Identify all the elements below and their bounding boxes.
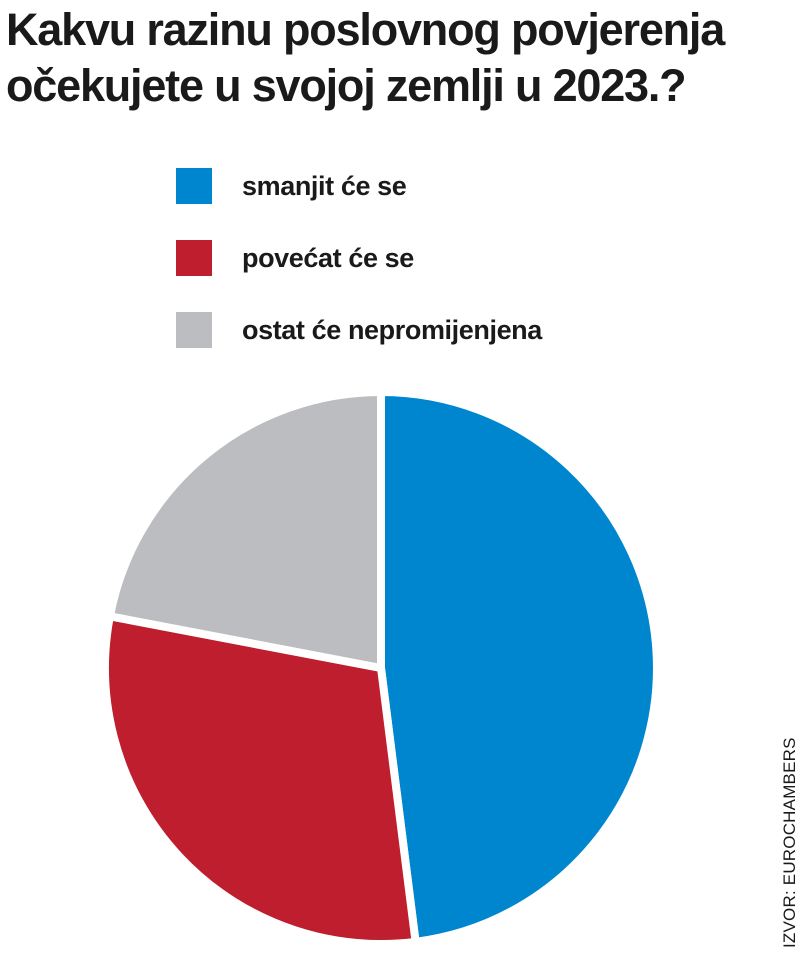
chart-title-line-2: očekujete u svojoj zemlji u 2023.? (6, 60, 687, 111)
legend-swatch-smanjit (176, 168, 212, 204)
source-credit: IZVOR: EUROCHAMBERS (780, 737, 799, 948)
legend: smanjit će se povećat će se ostat će nep… (176, 162, 542, 378)
pie-slice-smanjit-ce-se (377, 388, 661, 946)
pie-slice-povecat-ce-se (101, 612, 420, 948)
legend-label-povecat: povećat će se (242, 242, 414, 273)
pie-slice-ostat-ce-nepromijenjena (105, 388, 385, 672)
chart-title-line-1: Kakvu razinu poslovnog povjerenja (6, 4, 725, 55)
legend-item-povecat: povećat će se (176, 234, 542, 282)
chart-title: Kakvu razinu poslovnog povjerenja očekuj… (6, 2, 796, 114)
legend-item-ostat: ostat će nepromijenjena (176, 306, 542, 354)
legend-swatch-povecat (176, 240, 212, 276)
legend-label-ostat: ostat će nepromijenjena (242, 314, 542, 345)
legend-label-smanjit: smanjit će se (242, 170, 407, 201)
legend-swatch-ostat (176, 312, 212, 348)
legend-item-smanjit: smanjit će se (176, 162, 542, 210)
